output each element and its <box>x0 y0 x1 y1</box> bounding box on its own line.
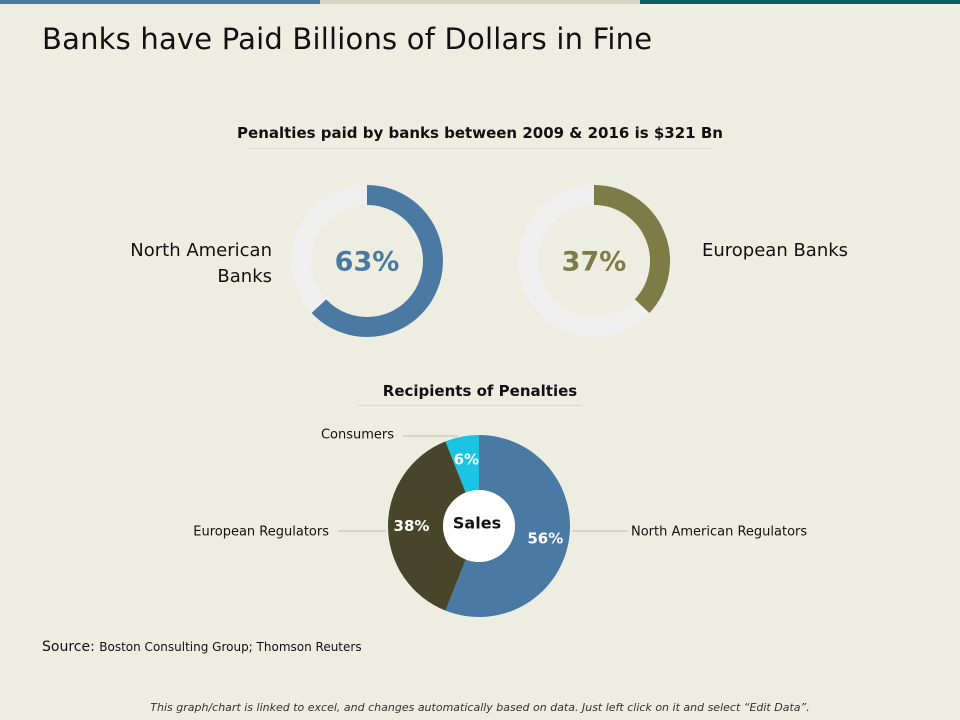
slice-label-eu-regulators: 38% <box>394 517 430 535</box>
callout-na-regulators-label: North American Regulators <box>631 525 807 540</box>
slice-label-consumers: 6% <box>454 451 479 469</box>
recipients-donut: 56% 38% 6% Sales North American Regulators Eu… <box>193 428 807 618</box>
slice-eu-regulators <box>387 441 466 611</box>
slice-na-regulators <box>445 435 570 618</box>
na-gauge-value: 63% <box>335 247 400 278</box>
source-note: Source: Boston Consulting Group; Thomson… <box>42 639 362 655</box>
eu-gauge-value: 37% <box>562 247 627 278</box>
page-title: Banks have Paid Billions of Dollars in F… <box>42 22 653 56</box>
footer-note: This graph/chart is linked to excel, and… <box>150 701 810 714</box>
na-gauge: 63% <box>291 185 443 337</box>
slice-consumers <box>445 435 479 493</box>
eu-gauge: 37% <box>518 185 670 337</box>
gauges-title: Penalties paid by banks between 2009 & 2… <box>237 124 723 142</box>
accent-segment-teal <box>640 0 960 4</box>
recipients-title: Recipients of Penalties <box>382 382 578 400</box>
donut-center-label: Sales <box>453 514 501 533</box>
eu-banks-label: European Banks <box>702 240 849 261</box>
accent-segment-blue <box>0 0 320 4</box>
donut-center-hole <box>443 490 515 562</box>
na-banks-label: North American Banks <box>130 240 272 287</box>
na-gauge-arc <box>311 185 443 337</box>
slice-label-na-regulators: 56% <box>527 530 563 548</box>
top-accent-bar <box>0 0 960 4</box>
source-text: Boston Consulting Group; Thomson Reuters <box>99 640 362 654</box>
callout-eu-regulators-label: European Regulators <box>193 525 329 540</box>
eu-gauge-arc <box>593 185 670 314</box>
source-label: Source: <box>42 639 95 655</box>
callout-consumers-label: Consumers <box>321 428 394 443</box>
gauges-title-underline <box>248 148 712 149</box>
accent-segment-beige <box>320 0 640 4</box>
recipients-title-underline <box>358 405 582 406</box>
